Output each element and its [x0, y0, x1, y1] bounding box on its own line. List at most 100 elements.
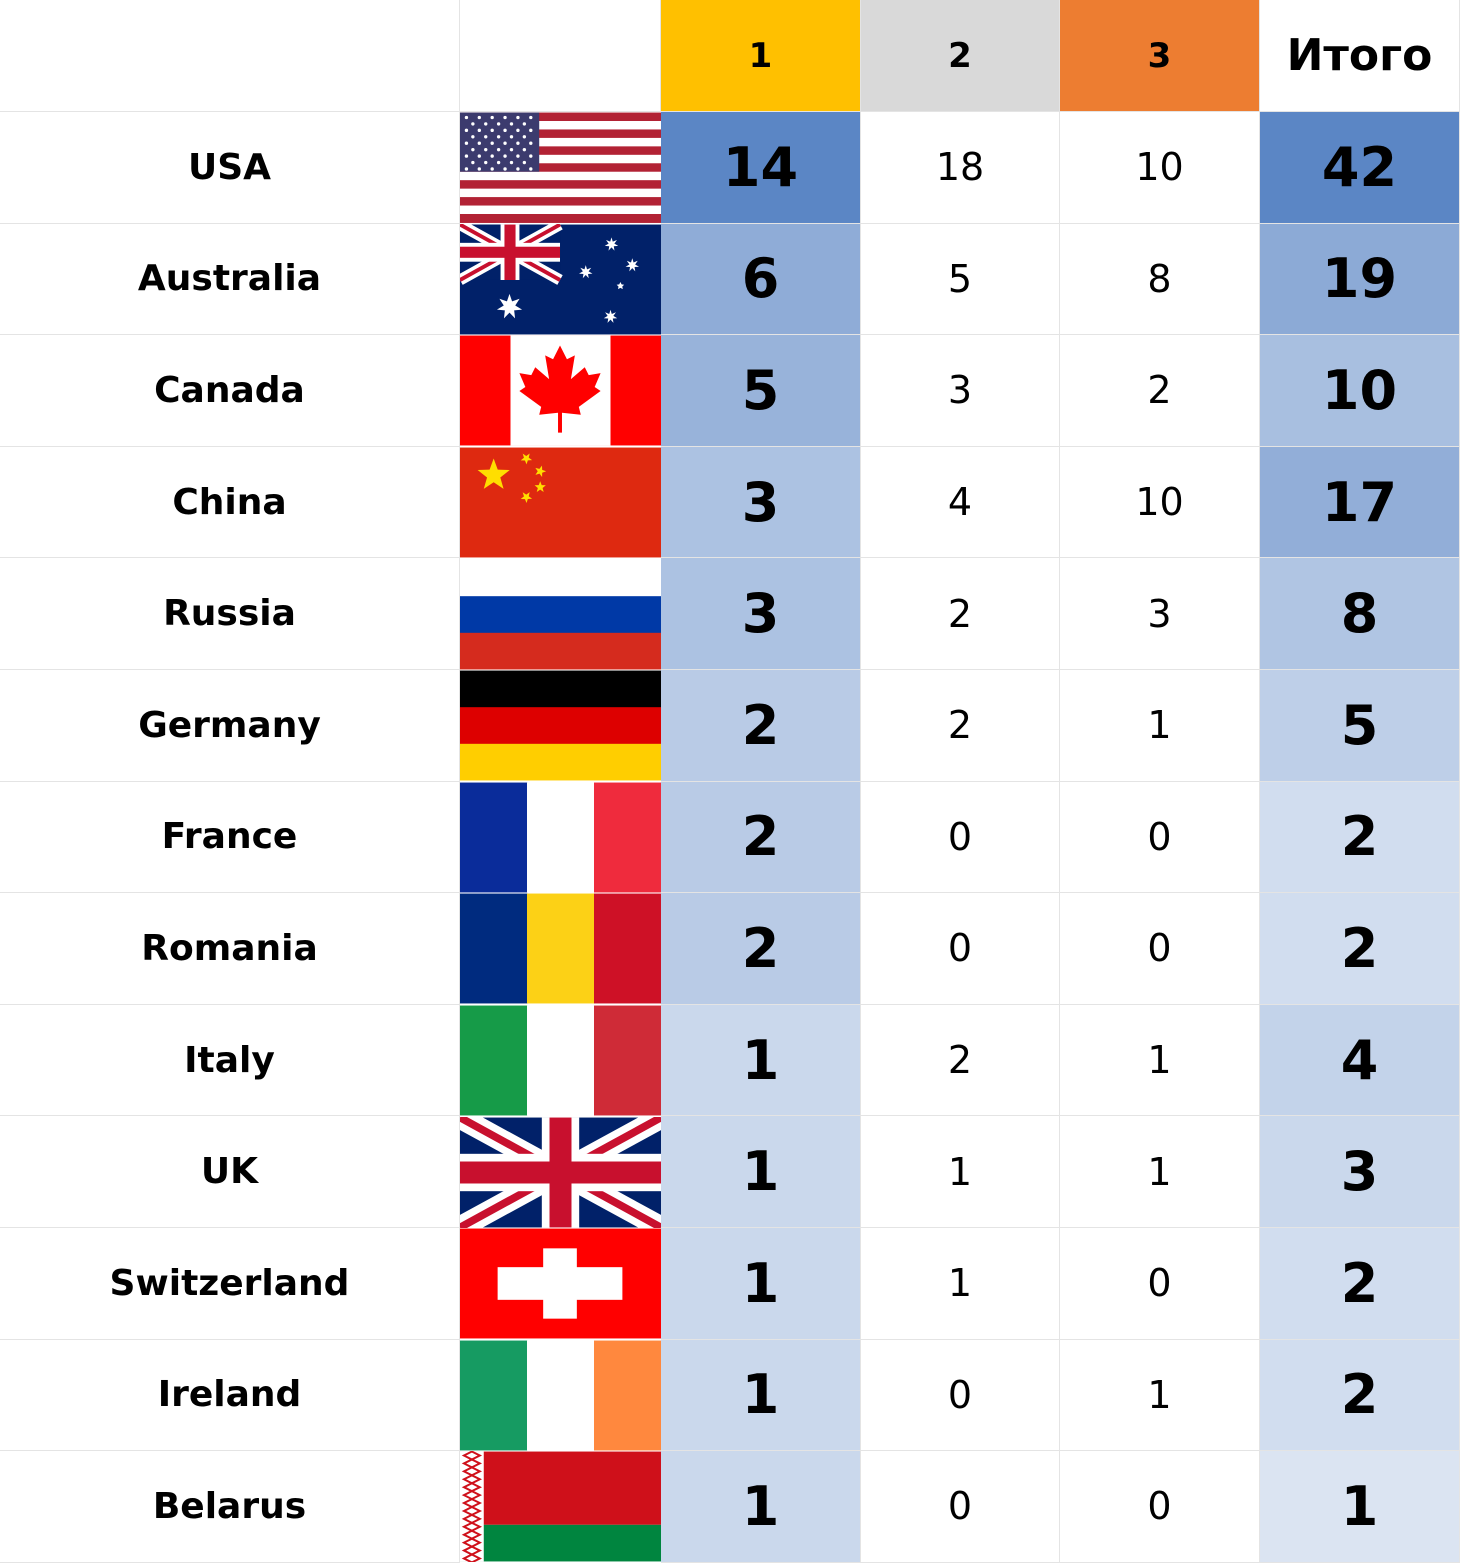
gold-count: 6 — [661, 223, 861, 336]
gold-count: 5 — [661, 335, 861, 447]
gold-count: 1 — [661, 1004, 861, 1117]
gold-count: 1 — [661, 1451, 861, 1563]
silver-count: 1 — [861, 1116, 1060, 1228]
silver-count: 2 — [861, 558, 1060, 670]
header-label: 3 — [1147, 35, 1172, 76]
bronze-count: 0 — [1060, 1451, 1260, 1563]
gold-count: 2 — [661, 893, 861, 1005]
bronze-count: 1 — [1060, 1116, 1260, 1228]
canada-flag-icon — [460, 335, 661, 447]
country-name: China — [0, 446, 460, 559]
total-count: 4 — [1260, 1004, 1460, 1117]
bronze-count: 0 — [1060, 1228, 1260, 1340]
total-count: 5 — [1260, 670, 1460, 782]
gold-count: 1 — [661, 1116, 861, 1228]
silver-count: 0 — [861, 893, 1060, 1005]
total-count: 2 — [1260, 1339, 1460, 1452]
header-label: 1 — [748, 35, 773, 76]
total-count: 2 — [1260, 781, 1460, 894]
total-count: 1 — [1260, 1451, 1460, 1563]
france-flag-icon — [460, 782, 661, 894]
country-name: Belarus — [0, 1451, 460, 1563]
usa-flag-icon — [460, 112, 661, 224]
belarus-flag-icon — [460, 1451, 661, 1563]
gold-count: 14 — [661, 112, 861, 224]
country-name: France — [0, 781, 460, 894]
silver-count: 18 — [861, 112, 1060, 224]
country-name: Australia — [0, 223, 460, 336]
header-cell — [460, 0, 661, 112]
bronze-count: 10 — [1060, 446, 1260, 559]
header-label: 2 — [948, 35, 972, 76]
silver-count: 2 — [861, 1004, 1060, 1117]
switzerland-flag-icon — [460, 1228, 661, 1340]
header-cell: 2 — [861, 0, 1060, 112]
header-cell: 3 — [1060, 0, 1260, 112]
switzerland-flag-icon — [460, 1228, 661, 1339]
country-name: Russia — [0, 558, 460, 670]
uk-flag-icon — [460, 1116, 661, 1228]
country-name: Romania — [0, 893, 460, 1005]
gold-count: 3 — [661, 446, 861, 559]
gold-count: 1 — [661, 1228, 861, 1340]
country-name: USA — [0, 112, 460, 224]
romania-flag-icon — [460, 894, 661, 1004]
belarus-flag-icon — [460, 1451, 661, 1563]
country-name: UK — [0, 1116, 460, 1228]
total-count: 42 — [1260, 112, 1460, 224]
silver-count: 0 — [861, 781, 1060, 894]
russia-flag-icon — [460, 558, 661, 670]
country-name: Switzerland — [0, 1228, 460, 1340]
bronze-count: 1 — [1060, 1339, 1260, 1452]
bronze-count: 8 — [1060, 223, 1260, 336]
silver-count: 0 — [861, 1451, 1060, 1563]
total-count: 19 — [1260, 223, 1460, 336]
gold-count: 3 — [661, 558, 861, 670]
total-count: 8 — [1260, 558, 1460, 670]
header-label: Итого — [1286, 30, 1433, 81]
total-count: 2 — [1260, 1228, 1460, 1340]
gold-count: 1 — [661, 1339, 861, 1452]
total-count: 17 — [1260, 446, 1460, 559]
canada-flag-icon — [460, 336, 661, 446]
total-count: 2 — [1260, 893, 1460, 1005]
total-count: 10 — [1260, 335, 1460, 447]
russia-flag-icon — [460, 559, 661, 670]
bronze-count: 3 — [1060, 558, 1260, 670]
australia-flag-icon — [460, 223, 661, 335]
country-name: Ireland — [0, 1339, 460, 1452]
header-cell: Итого — [1260, 0, 1460, 112]
china-flag-icon — [460, 447, 661, 558]
bronze-count: 10 — [1060, 112, 1260, 224]
silver-count: 0 — [861, 1339, 1060, 1452]
total-count: 3 — [1260, 1116, 1460, 1228]
bronze-count: 1 — [1060, 670, 1260, 782]
silver-count: 5 — [861, 223, 1060, 336]
australia-flag-icon — [460, 223, 661, 336]
romania-flag-icon — [460, 893, 661, 1005]
silver-count: 2 — [861, 670, 1060, 782]
gold-count: 2 — [661, 670, 861, 782]
header-cell — [0, 0, 460, 112]
bronze-count: 0 — [1060, 781, 1260, 894]
gold-count: 2 — [661, 781, 861, 894]
country-name: Italy — [0, 1004, 460, 1117]
header-cell: 1 — [661, 0, 861, 112]
ireland-flag-icon — [460, 1340, 661, 1451]
bronze-count: 1 — [1060, 1004, 1260, 1117]
china-flag-icon — [460, 447, 661, 559]
france-flag-icon — [460, 782, 661, 893]
silver-count: 3 — [861, 335, 1060, 447]
ireland-flag-icon — [460, 1340, 661, 1452]
italy-flag-icon — [460, 1005, 661, 1117]
germany-flag-icon — [460, 670, 661, 782]
uk-flag-icon — [460, 1116, 661, 1228]
usa-flag-icon — [460, 112, 661, 224]
italy-flag-icon — [460, 1005, 661, 1116]
bronze-count: 0 — [1060, 893, 1260, 1005]
country-name: Germany — [0, 670, 460, 782]
bronze-count: 2 — [1060, 335, 1260, 447]
silver-count: 1 — [861, 1228, 1060, 1340]
country-name: Canada — [0, 335, 460, 447]
